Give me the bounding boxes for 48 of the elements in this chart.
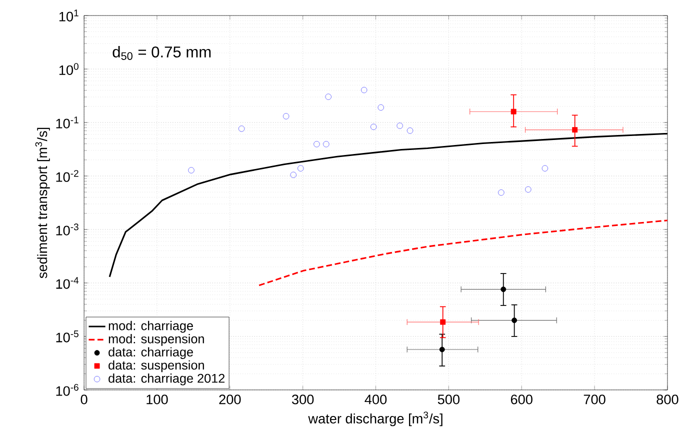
y-tick-label: 10$^{1}$ [59, 10, 78, 22]
point [378, 104, 384, 111]
x-tick-label: 200 [219, 394, 241, 404]
point [238, 126, 245, 132]
y-tick-label: 10$^{-3}$ [56, 224, 78, 236]
point [188, 167, 194, 174]
point [500, 286, 506, 292]
x-tick-label: 100 [146, 394, 168, 404]
line-series [258, 220, 668, 286]
legend-label: data: charriage [108, 347, 193, 360]
x-tick-label: 600 [510, 394, 532, 404]
legend-label: mod: charriage [108, 321, 193, 333]
point [360, 87, 368, 94]
point [525, 186, 532, 193]
x-tick-label: 800 [656, 394, 678, 404]
y-axis-title: sediment transport [m$^{3}$/s] [35, 128, 50, 278]
x-tick-label: 0 [80, 394, 88, 404]
point [512, 318, 518, 324]
x-tick-label: 700 [584, 394, 606, 404]
y-tick-label: 10$^{-1}$ [56, 116, 78, 129]
legend-label: data: suspension [108, 360, 204, 372]
point [282, 113, 290, 120]
point [323, 141, 330, 148]
point [298, 165, 304, 172]
point [510, 109, 516, 115]
point [406, 128, 414, 134]
y-tick-label: 10$^{-4}$ [56, 277, 79, 290]
point [498, 190, 504, 196]
point [542, 165, 548, 172]
y-tick-label: 10$^{-6}$ [56, 384, 78, 396]
x-axis-title: water discharge [m$^{3}$/s] [308, 412, 442, 426]
x-tick-label: 300 [292, 394, 314, 404]
y-tick-label: 10$^{0}$ [59, 63, 78, 76]
point [396, 122, 403, 130]
point [370, 124, 377, 130]
y-tick-label: 10$^{-2}$ [56, 170, 78, 182]
point [325, 94, 332, 100]
point [572, 127, 578, 133]
point [290, 172, 296, 178]
point [314, 141, 320, 148]
legend-label: data: charriage 2012 [108, 374, 225, 386]
annotation: d$_{50}$ = 0.75 mm [112, 46, 211, 60]
point [440, 319, 446, 325]
x-tick-label: 400 [364, 394, 387, 404]
legend-label: mod: suspension [108, 334, 204, 346]
point [439, 346, 445, 352]
y-tick-label: 10$^{-5}$ [56, 330, 78, 343]
x-tick-label: 500 [438, 394, 460, 404]
